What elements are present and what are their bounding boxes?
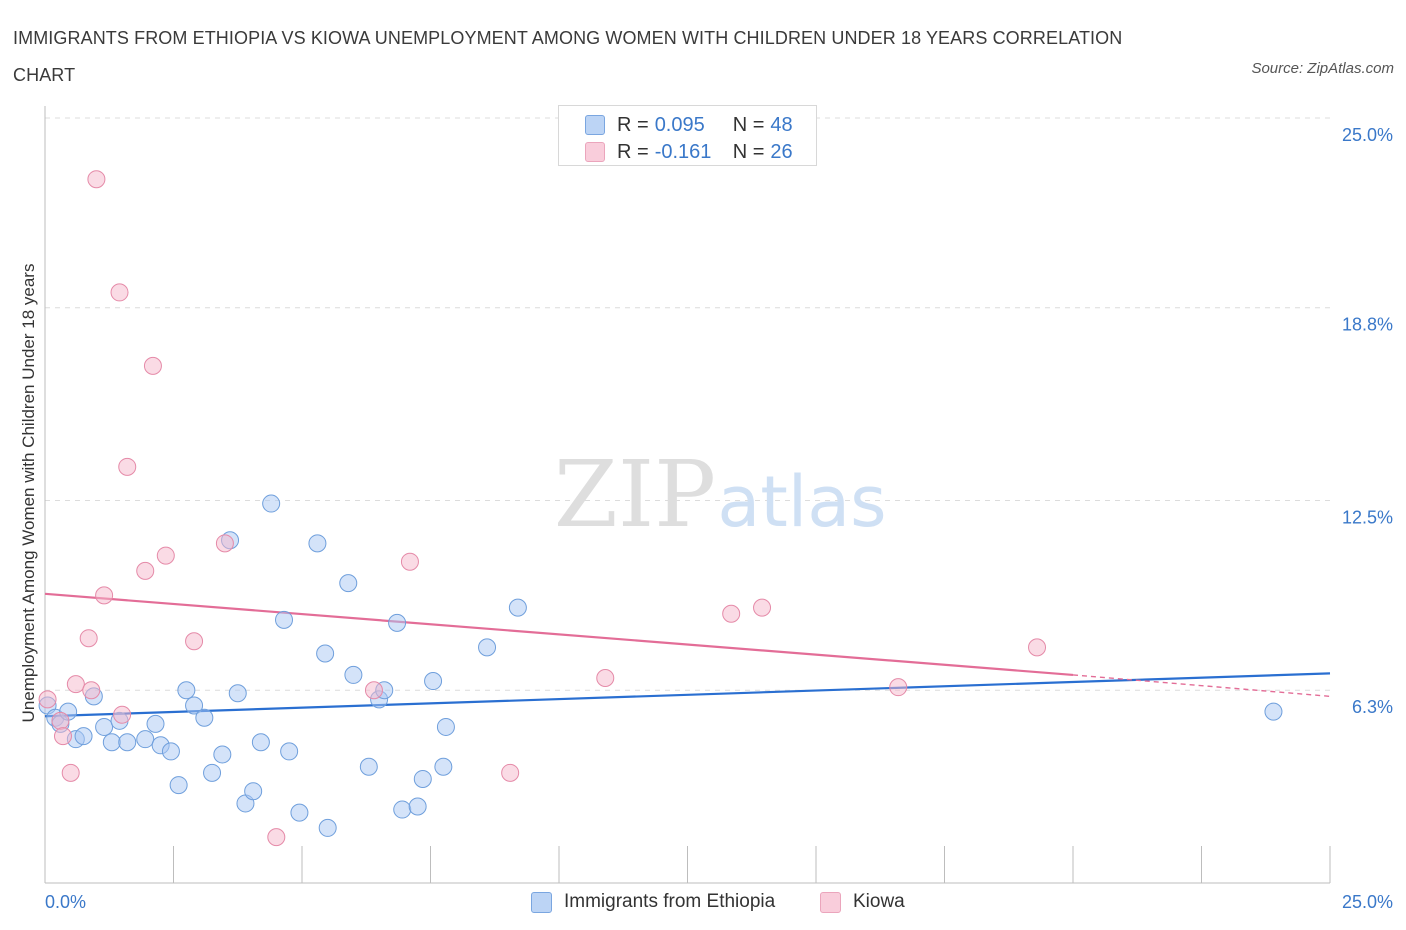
kiowa-point (51, 711, 70, 730)
ethiopia-point (244, 782, 263, 801)
ethiopia-point (95, 717, 114, 736)
stats-r-value: -0.161 (654, 140, 712, 163)
kiowa-point (185, 632, 204, 651)
kiowa-point (79, 629, 98, 648)
legend-label-ethiopia: Immigrants from Ethiopia (564, 891, 776, 912)
stats-swatch-kiowa (585, 142, 605, 162)
kiowa-point (364, 681, 383, 700)
chart-title: IMMIGRANTS FROM ETHIOPIA VS KIOWA UNEMPL… (13, 28, 1123, 85)
stats-n-label: N = (732, 140, 765, 163)
kiowa-point (53, 727, 72, 746)
kiowa-point (136, 561, 155, 580)
legend-item-ethiopia[interactable]: Immigrants from Ethiopia (531, 888, 775, 916)
kiowa-point (87, 170, 106, 189)
stats-box: R = 0.095 N = 48 R = -0.161 N = 26 (558, 105, 817, 166)
kiowa-point (596, 668, 615, 687)
ethiopia-point (102, 733, 121, 752)
ethiopia-point (424, 672, 443, 691)
legend-swatch-ethiopia (531, 891, 552, 913)
ethiopia-point (339, 574, 358, 593)
kiowa-trend-extension (1072, 674, 1331, 698)
stats-swatch-ethiopia (585, 115, 605, 135)
kiowa-point (156, 546, 175, 565)
y-tick-label: 6.3% (1352, 697, 1393, 717)
ethiopia-point (413, 769, 432, 788)
ethiopia-point (434, 757, 453, 776)
ethiopia-point (393, 800, 412, 819)
stats-n-label: N = (732, 113, 765, 136)
stats-row-kiowa: R = -0.161 N = 26 (585, 139, 793, 165)
stats-r-label: R = (617, 113, 649, 136)
kiowa-point (113, 705, 132, 724)
ethiopia-point (1264, 702, 1283, 721)
kiowa-point (400, 552, 419, 571)
y-tick-label: 12.5% (1342, 508, 1393, 528)
source-label: Source: ZipAtlas.com (1251, 60, 1394, 77)
ethiopia-point (146, 714, 165, 733)
ethiopia-point (508, 598, 527, 617)
kiowa-point (61, 763, 80, 782)
ethiopia-point (359, 757, 378, 776)
stats-r-label: R = (617, 140, 649, 163)
ethiopia-point (290, 803, 309, 822)
kiowa-point (753, 598, 772, 617)
ethiopia-point (344, 665, 363, 684)
ethiopia-point (280, 742, 299, 761)
kiowa-point (82, 681, 101, 700)
x-tick-label: 0.0% (45, 892, 86, 912)
kiowa-point (143, 356, 162, 375)
ethiopia-point (316, 644, 335, 663)
legend-label-kiowa: Kiowa (853, 891, 905, 912)
ethiopia-point (169, 776, 188, 795)
stats-n-value: 26 (770, 140, 793, 163)
ethiopia-point (161, 742, 180, 761)
ethiopia-point (213, 745, 232, 764)
kiowa-point (722, 604, 741, 623)
ethiopia-point (185, 696, 204, 715)
ethiopia-point (388, 613, 407, 632)
x-tick-label: 25.0% (1342, 892, 1393, 912)
ethiopia-point (408, 797, 427, 816)
ethiopia-point (136, 730, 155, 749)
ethiopia-trend-line (44, 672, 1331, 718)
y-axis-label: Unemployment Among Women with Children U… (19, 263, 38, 723)
kiowa-point (95, 586, 114, 605)
ethiopia-point (308, 534, 327, 553)
kiowa-point (215, 534, 234, 553)
ethiopia-point (436, 717, 455, 736)
kiowa-point (267, 828, 286, 847)
stats-r-value: 0.095 (654, 113, 705, 136)
ethiopia-point (262, 494, 281, 513)
kiowa-point (38, 690, 57, 709)
kiowa-trend-line (44, 592, 1074, 677)
watermark-zip: ZIP (554, 441, 716, 548)
kiowa-point (1028, 638, 1047, 657)
ethiopia-point (203, 763, 222, 782)
kiowa-point (110, 283, 129, 302)
ethiopia-point (195, 708, 214, 727)
stats-n-value: 48 (770, 113, 793, 136)
ethiopia-point (177, 681, 196, 700)
ethiopia-point (74, 727, 93, 746)
legend-swatch-kiowa (820, 891, 841, 913)
ethiopia-point (478, 638, 497, 657)
kiowa-point (66, 675, 85, 694)
y-tick-label: 25.0% (1342, 125, 1393, 145)
y-tick-label: 18.8% (1342, 315, 1393, 335)
ethiopia-point (118, 733, 137, 752)
kiowa-point (501, 763, 520, 782)
ethiopia-point (228, 684, 247, 703)
kiowa-point (118, 457, 137, 476)
kiowa-point (889, 678, 908, 697)
stats-row-ethiopia: R = 0.095 N = 48 (585, 112, 793, 138)
ethiopia-point (318, 818, 337, 837)
legend-item-kiowa[interactable]: Kiowa (820, 888, 905, 916)
ethiopia-point (275, 610, 294, 629)
watermark-atlas: atlas (717, 461, 886, 543)
ethiopia-point (251, 733, 270, 752)
